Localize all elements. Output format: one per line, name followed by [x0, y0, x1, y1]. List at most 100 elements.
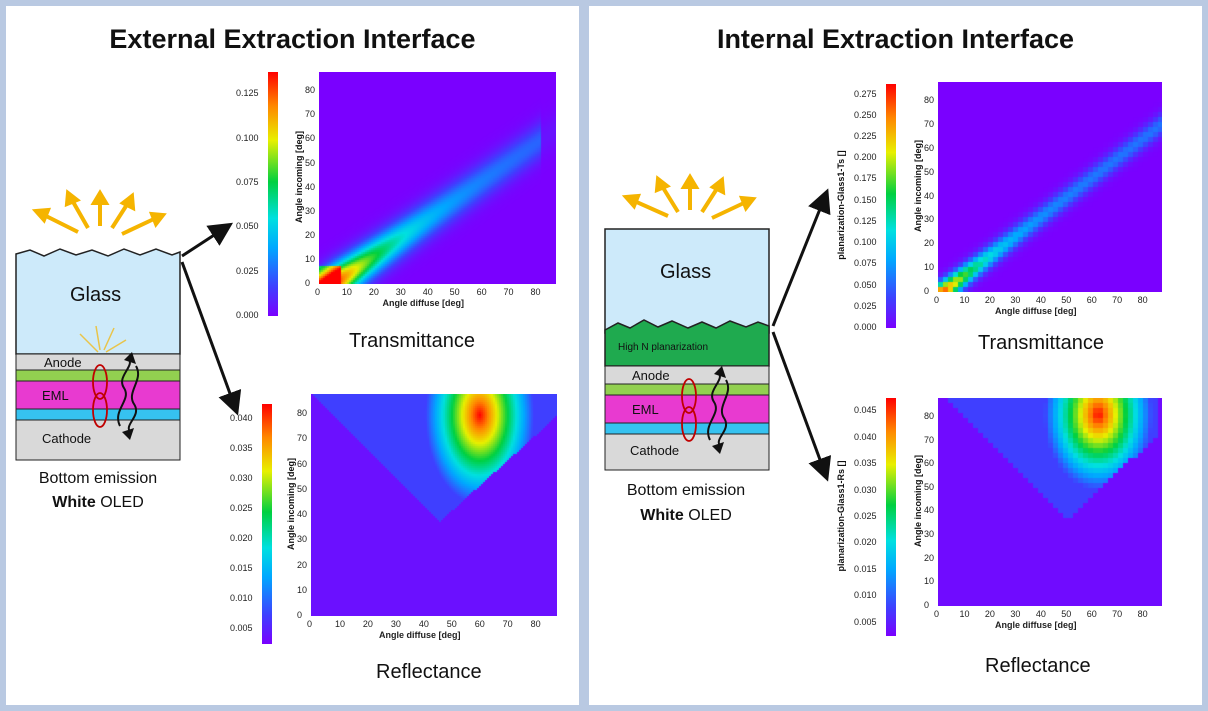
colorbar-tick-label: 0.075 — [236, 176, 259, 187]
x-tick-label: 20 — [984, 609, 995, 619]
x-tick-label: 80 — [530, 619, 541, 629]
y-tick-label: 60 — [297, 458, 308, 469]
y-tick-label: 30 — [924, 214, 935, 225]
colorbar-tick-label: 0.250 — [854, 109, 877, 120]
x-tick-label: 70 — [502, 619, 513, 629]
left-eml-label: EML — [42, 388, 69, 403]
colorbar-tick-label: 0.025 — [854, 300, 877, 311]
x-tick-label: 70 — [1112, 295, 1123, 305]
x-tick-label: 60 — [1086, 609, 1097, 619]
left-glass-label: Glass — [70, 284, 122, 306]
x-tick-label: 40 — [418, 619, 429, 629]
y-tick-label: 80 — [924, 410, 935, 421]
right-emission-arrows — [621, 173, 757, 220]
x-tick-label: 20 — [362, 619, 373, 629]
y-tick-label: 80 — [297, 408, 308, 419]
left-caption-line1: Bottom emission — [38, 470, 158, 487]
y-tick-label: 40 — [297, 509, 308, 520]
x-tick-label: 30 — [1010, 295, 1021, 305]
colorbar-tick-label: 0.030 — [854, 484, 877, 495]
y-tick-label: 10 — [297, 584, 308, 595]
y-tick-label: 60 — [924, 458, 935, 469]
x-tick-label: 40 — [1035, 609, 1046, 619]
y-tick-label: 40 — [305, 181, 316, 192]
left-transmittance-plot-heatmap — [319, 72, 556, 284]
colorbar-tick-label: 0.200 — [854, 152, 877, 163]
colorbar-tick-label: 0.100 — [236, 132, 259, 143]
y-axis-label: Angle incoming [deg] — [286, 458, 296, 550]
right-eml-label: EML — [632, 402, 659, 417]
y-tick-label: 20 — [924, 238, 935, 249]
y-tick-label: 20 — [924, 552, 935, 563]
left-caption-line2: White OLED — [0, 494, 196, 512]
colorbar-label: planarization-Glass1-Ts [] — [836, 150, 846, 260]
colorbar-tick-label: 0.010 — [230, 593, 253, 603]
colorbar — [886, 398, 896, 636]
colorbar-tick-label: 0.275 — [854, 88, 877, 99]
x-tick-label: 70 — [503, 287, 514, 297]
y-tick-label: 30 — [305, 205, 316, 216]
left-caption-bold: White — [52, 494, 96, 511]
x-tick-label: 50 — [1061, 609, 1072, 619]
x-tick-label: 20 — [984, 295, 995, 305]
x-tick-label: 0 — [934, 295, 940, 305]
x-tick-label: 30 — [390, 619, 401, 629]
colorbar-tick-label: 0.020 — [854, 537, 877, 548]
left-emission-arrows — [31, 189, 167, 236]
y-tick-label: 10 — [924, 262, 935, 273]
y-tick-label: 70 — [297, 433, 308, 444]
colorbar-tick-label: 0.015 — [854, 563, 877, 574]
x-tick-label: 0 — [934, 609, 940, 619]
y-tick-label: 10 — [305, 253, 316, 264]
x-axis-label: Angle diffuse [deg] — [382, 298, 465, 308]
y-tick-label: 40 — [924, 505, 935, 516]
right-caption-bold: White — [640, 507, 684, 524]
colorbar-tick-label: 0.035 — [230, 443, 253, 453]
x-tick-label: 10 — [334, 619, 345, 629]
left-reflectance-plot-heatmap — [311, 394, 557, 616]
x-tick-label: 20 — [368, 287, 379, 297]
colorbar-tick-label: 0.125 — [854, 215, 877, 226]
y-tick-label: 80 — [924, 95, 935, 106]
colorbar-tick-label: 0.005 — [230, 623, 253, 633]
colorbar-tick-label: 0.045 — [854, 405, 877, 416]
colorbar-tick-label: 0.040 — [230, 413, 253, 423]
y-tick-label: 50 — [305, 157, 316, 168]
y-tick-label: 40 — [924, 190, 935, 201]
right-reflectance-plot-heatmap — [938, 398, 1162, 606]
y-tick-label: 0 — [297, 610, 303, 620]
colorbar-tick-label: 0.030 — [230, 473, 253, 483]
y-tick-label: 0 — [924, 600, 930, 610]
x-axis-label: Angle diffuse [deg] — [379, 630, 461, 640]
colorbar-label: planarization-Glass1-Rs [] — [836, 460, 846, 572]
right-transmittance-label: Transmittance — [978, 332, 1104, 354]
y-tick-label: 0 — [924, 286, 930, 296]
y-tick-label: 60 — [924, 142, 935, 153]
x-tick-label: 70 — [1112, 609, 1123, 619]
colorbar-tick-label: 0.010 — [854, 590, 877, 601]
left-anode-label: Anode — [44, 355, 82, 370]
y-tick-label: 20 — [305, 229, 316, 240]
right-reflectance-label: Reflectance — [985, 655, 1091, 677]
right-caption-line2: White OLED — [588, 507, 784, 525]
colorbar-tick-label: 0.025 — [854, 511, 877, 521]
right-caption-line1: Bottom emission — [626, 482, 746, 499]
colorbar-tick-label: 0.005 — [854, 616, 877, 627]
x-tick-label: 0 — [315, 287, 321, 297]
x-tick-label: 80 — [1137, 295, 1148, 305]
x-tick-label: 60 — [474, 619, 485, 629]
x-tick-label: 30 — [1010, 609, 1021, 619]
y-tick-label: 50 — [297, 483, 308, 494]
x-tick-label: 60 — [1086, 295, 1097, 305]
colorbar-tick-label: 0.050 — [854, 279, 877, 290]
x-tick-label: 60 — [476, 287, 487, 297]
x-tick-label: 10 — [959, 295, 970, 305]
left-cathode-label: Cathode — [42, 431, 92, 446]
x-tick-label: 30 — [395, 287, 406, 297]
y-tick-label: 20 — [297, 559, 308, 570]
right-glass-label: Glass — [660, 261, 712, 283]
x-tick-label: 10 — [959, 609, 970, 619]
right-panel-title: Internal Extraction Interface — [716, 24, 1075, 54]
